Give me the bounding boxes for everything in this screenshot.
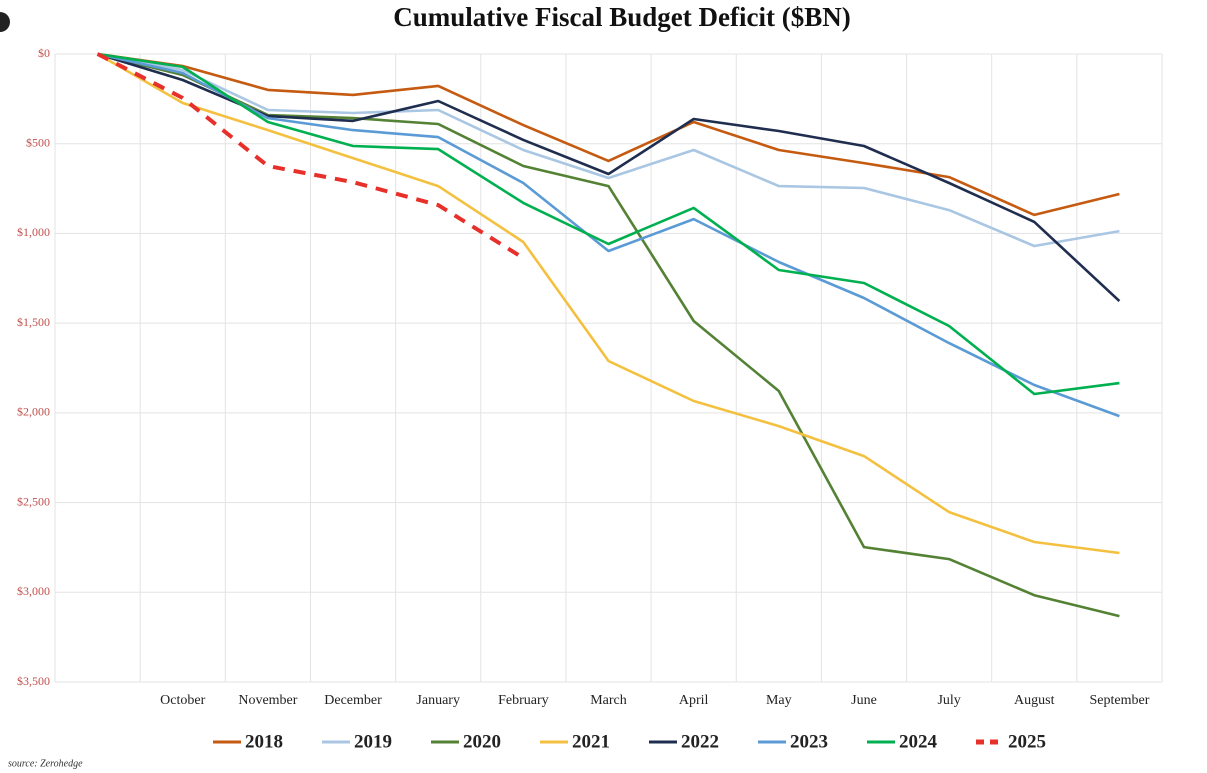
corner-badge <box>0 12 10 32</box>
x-tick-label: August <box>1014 693 1055 708</box>
legend-label: 2019 <box>354 731 392 752</box>
series-line <box>97 52 1120 418</box>
x-tick-label: January <box>416 693 460 708</box>
legend-label: 2024 <box>899 731 938 752</box>
legend-label: 2021 <box>572 731 610 752</box>
y-tick-label: $3,500 <box>17 674 50 688</box>
y-tick-label: $0 <box>38 46 50 60</box>
y-tick-label: $500 <box>26 135 50 149</box>
x-tick-label: July <box>937 693 960 708</box>
x-tick-label: May <box>766 693 792 708</box>
x-tick-label: September <box>1089 693 1149 708</box>
x-tick-label: November <box>238 693 297 708</box>
series-line <box>97 52 1120 396</box>
legend-label: 2023 <box>790 731 828 752</box>
legend-label: 2022 <box>681 731 719 752</box>
x-tick-label: March <box>590 693 627 708</box>
chart-title: Cumulative Fiscal Budget Deficit ($BN) <box>393 2 850 32</box>
x-tick-label: October <box>160 693 205 708</box>
y-tick-label: $3,000 <box>17 584 50 598</box>
series-line <box>97 52 1120 618</box>
y-tick-label: $2,000 <box>17 405 50 419</box>
source-note: source: Zerohedge <box>8 758 83 769</box>
x-tick-label: February <box>498 693 549 708</box>
legend-label: 2020 <box>463 731 501 752</box>
series-line <box>97 52 1121 303</box>
y-tick-label: $1,000 <box>17 225 50 239</box>
series-line <box>97 52 1120 217</box>
legend-label: 2025 <box>1008 731 1046 752</box>
series-line <box>97 52 1120 248</box>
x-tick-label: June <box>851 693 877 708</box>
legend-label: 2018 <box>245 731 283 752</box>
series-line <box>96 52 1120 555</box>
y-tick-label: $1,500 <box>17 315 50 329</box>
x-tick-label: April <box>679 693 709 708</box>
y-tick-label: $2,500 <box>17 494 50 508</box>
x-tick-label: December <box>324 693 382 708</box>
